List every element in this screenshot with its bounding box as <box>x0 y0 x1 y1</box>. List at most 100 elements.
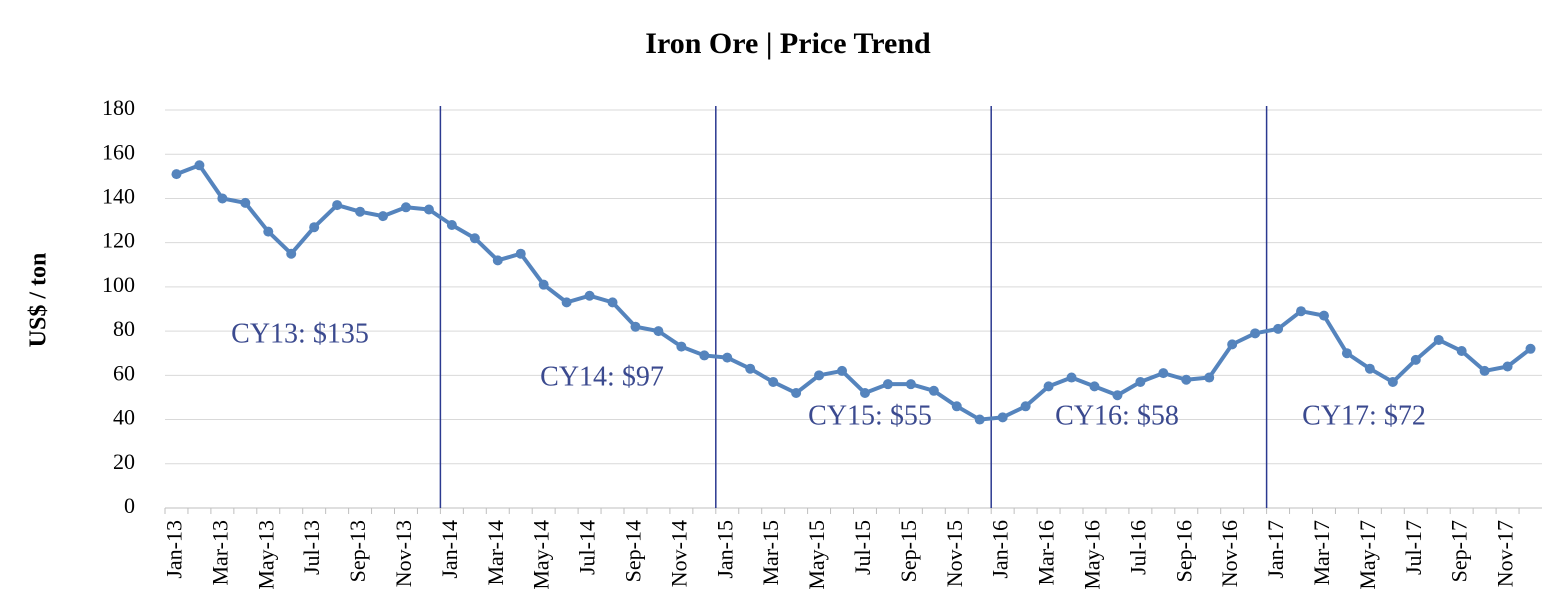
y-tick-label: 120 <box>102 228 135 253</box>
point <box>171 169 182 180</box>
x-tick-label: May-14 <box>529 520 554 590</box>
x-tick-label: Mar-15 <box>758 520 783 586</box>
x-tick-label: Sep-16 <box>1171 520 1196 582</box>
annotation: CY14: $97 <box>540 361 664 392</box>
point <box>951 401 962 412</box>
point <box>469 233 480 244</box>
line <box>175 163 1532 422</box>
x-tick-label: May-17 <box>1355 520 1380 590</box>
annotation: CY13: $135 <box>231 318 369 349</box>
x-tick-label: Jan-16 <box>988 520 1013 579</box>
point <box>217 193 228 204</box>
point <box>1043 381 1054 392</box>
x-tick-label: Jan-14 <box>437 520 462 579</box>
point <box>515 248 526 259</box>
y-tick-label: 140 <box>102 183 135 208</box>
point <box>699 350 710 361</box>
x-tick-label: May-15 <box>804 520 829 590</box>
x-tick-label: Jul-16 <box>1125 520 1150 575</box>
x-tick-label: Sep-14 <box>621 520 646 582</box>
point <box>1341 348 1352 359</box>
y-tick-label: 100 <box>102 272 135 297</box>
point <box>1204 372 1215 383</box>
point <box>584 290 595 301</box>
point <box>630 321 641 332</box>
y-tick-label: 80 <box>113 316 135 341</box>
point <box>1135 376 1146 387</box>
point <box>722 352 733 363</box>
y-tick-label: 20 <box>113 449 135 474</box>
point <box>400 202 411 213</box>
y-tick-label: 60 <box>113 360 135 385</box>
y-tick-label: 160 <box>102 139 135 164</box>
point <box>378 211 389 222</box>
point <box>1410 354 1421 365</box>
point <box>446 219 457 230</box>
point <box>1479 365 1490 376</box>
point <box>240 197 251 208</box>
x-tick-label: Jul-14 <box>575 520 600 575</box>
point <box>607 297 618 308</box>
point <box>1502 361 1513 372</box>
point <box>561 297 572 308</box>
point <box>286 248 297 259</box>
x-tick-label: Nov-14 <box>666 520 691 587</box>
point <box>1318 310 1329 321</box>
point <box>1089 381 1100 392</box>
y-axis-label: US$ / ton <box>26 253 52 348</box>
x-tick-label: Nov-16 <box>1217 520 1242 587</box>
point <box>791 388 802 399</box>
point <box>745 363 756 374</box>
point <box>1433 334 1444 345</box>
point <box>974 414 985 425</box>
point <box>1227 339 1238 350</box>
annotation: CY16: $58 <box>1055 400 1179 431</box>
x-tick-label: Mar-17 <box>1309 520 1334 586</box>
x-tick-label: Mar-13 <box>207 520 232 586</box>
x-tick-label: Jan-13 <box>162 520 187 579</box>
x-tick-label: Nov-15 <box>942 520 967 587</box>
point <box>1181 374 1192 385</box>
x-tick-label: Nov-17 <box>1493 520 1518 587</box>
point <box>1273 323 1284 334</box>
point <box>1456 346 1467 357</box>
point <box>882 379 893 390</box>
point <box>814 370 825 381</box>
annotation: CY17: $72 <box>1302 400 1426 431</box>
point <box>1066 372 1077 383</box>
x-tick-label: Jul-17 <box>1401 520 1426 575</box>
point <box>332 200 343 211</box>
point <box>768 376 779 387</box>
y-tick-label: 180 <box>102 95 135 120</box>
point <box>263 226 274 237</box>
point <box>492 255 503 266</box>
x-tick-label: Mar-16 <box>1034 520 1059 586</box>
point <box>837 365 848 376</box>
x-tick-label: Jan-17 <box>1263 520 1288 579</box>
point <box>905 379 916 390</box>
chart-title: Iron Ore | Price Trend <box>645 27 931 60</box>
point <box>1112 390 1123 401</box>
y-tick-label: 0 <box>124 493 135 518</box>
point <box>538 279 549 290</box>
x-tick-label: Jul-13 <box>299 520 324 575</box>
annotation: CY15: $55 <box>808 400 932 431</box>
x-tick-label: Sep-15 <box>896 520 921 582</box>
point <box>1364 363 1375 374</box>
point <box>997 412 1008 423</box>
point <box>928 385 939 396</box>
point <box>859 388 870 399</box>
x-tick-label: Jul-15 <box>850 520 875 575</box>
point <box>1250 328 1261 339</box>
point <box>355 206 366 217</box>
x-tick-label: Jan-15 <box>712 520 737 579</box>
point <box>1296 306 1307 317</box>
point <box>1387 376 1398 387</box>
point <box>676 341 687 352</box>
y-tick-label: 40 <box>113 405 135 430</box>
x-tick-label: Nov-13 <box>391 520 416 587</box>
x-tick-label: Sep-13 <box>345 520 370 582</box>
x-tick-label: Mar-14 <box>483 520 508 586</box>
x-tick-label: May-16 <box>1080 520 1105 590</box>
